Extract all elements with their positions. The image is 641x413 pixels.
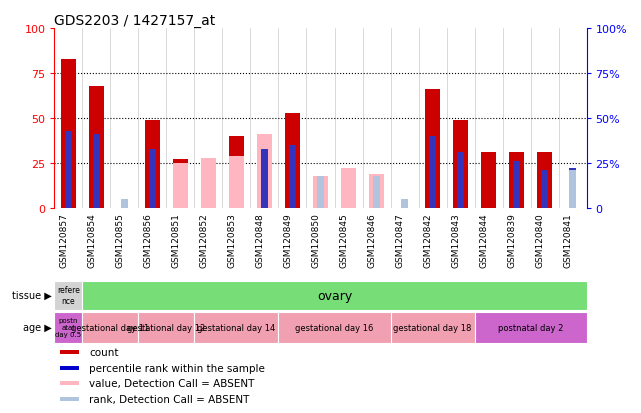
Bar (173, 160, 188, 209)
Text: tissue ▶: tissue ▶ (12, 290, 51, 300)
Bar (149, 149, 156, 209)
Text: GSM120843: GSM120843 (451, 213, 460, 267)
Bar (429, 137, 436, 209)
Text: count: count (89, 348, 119, 358)
Bar (569, 169, 576, 209)
Bar (54, 281, 83, 310)
Text: GSM120847: GSM120847 (395, 213, 404, 267)
Bar (313, 176, 328, 209)
Bar (285, 113, 300, 209)
Bar (317, 176, 324, 209)
Bar (425, 90, 440, 209)
Bar (257, 135, 272, 209)
Text: gestational day 12: gestational day 12 (128, 323, 206, 332)
Text: GSM120846: GSM120846 (367, 213, 376, 267)
Bar (569, 171, 576, 209)
Text: GSM120856: GSM120856 (144, 213, 153, 267)
Text: gestational day 11: gestational day 11 (71, 323, 149, 332)
Bar (262, 149, 267, 209)
Text: GSM120844: GSM120844 (479, 213, 488, 267)
Text: refere
nce: refere nce (57, 286, 80, 305)
Text: gestational day 16: gestational day 16 (296, 323, 374, 332)
Bar (65, 131, 72, 209)
Text: GSM120848: GSM120848 (256, 213, 265, 267)
Bar (83, 312, 138, 343)
Bar (513, 162, 520, 209)
Bar (194, 312, 278, 343)
Bar (481, 153, 496, 209)
Bar (94, 135, 99, 209)
Bar (60, 366, 79, 370)
Text: age ▶: age ▶ (22, 322, 51, 332)
Bar (60, 351, 79, 354)
Bar (229, 157, 244, 209)
Bar (61, 59, 76, 209)
Bar (509, 153, 524, 209)
Text: GSM120845: GSM120845 (340, 213, 349, 267)
Bar (145, 121, 160, 209)
Bar (453, 121, 468, 209)
Text: GSM120841: GSM120841 (563, 213, 572, 267)
Text: GSM120854: GSM120854 (87, 213, 97, 267)
Text: GSM120839: GSM120839 (508, 213, 517, 267)
Bar (173, 164, 188, 209)
Text: GSM120851: GSM120851 (172, 213, 181, 267)
Bar (401, 199, 408, 209)
Text: GSM120850: GSM120850 (312, 213, 320, 267)
Bar (458, 153, 463, 209)
Text: postnatal day 2: postnatal day 2 (498, 323, 563, 332)
Bar (89, 86, 104, 209)
Bar (390, 312, 474, 343)
Text: rank, Detection Call = ABSENT: rank, Detection Call = ABSENT (89, 394, 249, 404)
Bar (229, 137, 244, 209)
Bar (369, 174, 384, 209)
Text: GSM120852: GSM120852 (199, 213, 208, 267)
Text: value, Detection Call = ABSENT: value, Detection Call = ABSENT (89, 378, 254, 388)
Text: GSM120853: GSM120853 (228, 213, 237, 267)
Bar (201, 158, 216, 209)
Bar (278, 312, 390, 343)
Text: gestational day 18: gestational day 18 (394, 323, 472, 332)
Text: GDS2203 / 1427157_at: GDS2203 / 1427157_at (54, 14, 216, 28)
Text: postn
atal
day 0.5: postn atal day 0.5 (55, 317, 81, 337)
Bar (474, 312, 587, 343)
Text: GSM120842: GSM120842 (424, 213, 433, 267)
Bar (60, 381, 79, 385)
Bar (121, 199, 128, 209)
Text: GSM120849: GSM120849 (283, 213, 292, 267)
Text: GSM120855: GSM120855 (115, 213, 124, 267)
Bar (341, 169, 356, 209)
Bar (54, 312, 83, 343)
Bar (138, 312, 194, 343)
Bar (542, 171, 547, 209)
Bar (537, 153, 552, 209)
Text: percentile rank within the sample: percentile rank within the sample (89, 363, 265, 373)
Bar (374, 176, 379, 209)
Text: GSM120857: GSM120857 (60, 213, 69, 267)
Text: GSM120840: GSM120840 (535, 213, 544, 267)
Text: ovary: ovary (317, 289, 352, 302)
Text: gestational day 14: gestational day 14 (197, 323, 276, 332)
Bar (60, 397, 79, 401)
Bar (290, 146, 296, 209)
